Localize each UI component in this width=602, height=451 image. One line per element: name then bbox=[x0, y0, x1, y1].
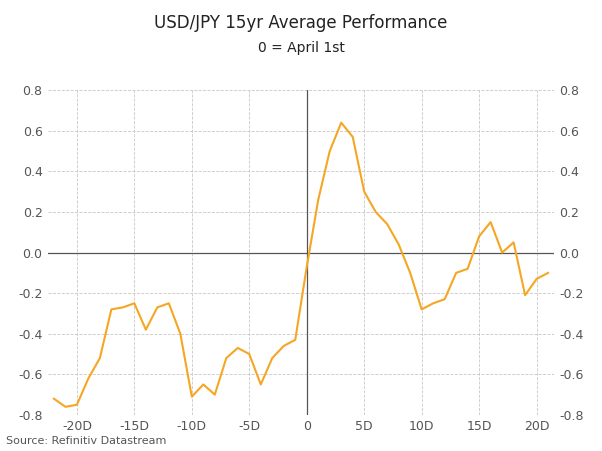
Text: 0 = April 1st: 0 = April 1st bbox=[258, 41, 344, 55]
Text: Source: Refinitiv Datastream: Source: Refinitiv Datastream bbox=[6, 437, 166, 446]
Text: USD/JPY 15yr Average Performance: USD/JPY 15yr Average Performance bbox=[154, 14, 448, 32]
